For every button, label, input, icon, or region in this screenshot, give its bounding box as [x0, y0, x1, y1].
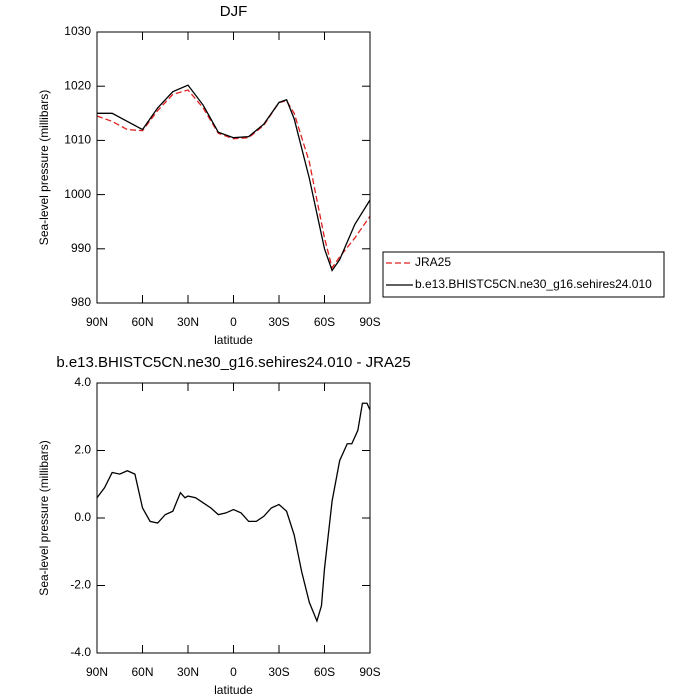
chart-title: b.e13.BHISTC5CN.ne30_g16.sehires24.010 -…	[56, 354, 410, 371]
y-tick-label: 2.0	[74, 443, 91, 457]
x-axis-label: latitude	[214, 683, 253, 697]
x-tick-label: 60N	[131, 665, 153, 679]
y-tick-label: 1020	[64, 78, 91, 92]
data-line	[97, 84, 371, 272]
x-tick-label: 90N	[86, 665, 108, 679]
plot-frame	[96, 382, 371, 654]
y-tick-label: 1010	[64, 133, 91, 147]
x-tick-label: 60S	[314, 665, 335, 679]
y-tick-label: -2.0	[70, 578, 91, 592]
x-tick-label: 30S	[268, 315, 289, 329]
plot-frame	[96, 31, 371, 304]
x-tick-label: 90N	[86, 315, 108, 329]
legend-label: b.e13.BHISTC5CN.ne30_g16.sehires24.010	[415, 277, 652, 291]
x-tick-label: 30N	[177, 665, 199, 679]
x-tick-label: 30S	[268, 665, 289, 679]
y-tick-label: -4.0	[70, 645, 91, 659]
x-axis-label: latitude	[214, 333, 253, 347]
y-tick-label: 0.0	[74, 510, 91, 524]
x-tick-label: 60S	[314, 315, 335, 329]
y-tick-label: 1030	[64, 24, 91, 38]
data-line	[96, 89, 371, 270]
x-tick-label: 60N	[131, 315, 153, 329]
chart-title: DJF	[220, 3, 248, 20]
x-tick-label: 0	[230, 665, 237, 679]
data-line	[96, 402, 371, 623]
x-tick-label: 90S	[359, 315, 380, 329]
y-tick-label: 980	[71, 295, 91, 309]
y-tick-label: 1000	[64, 187, 91, 201]
x-tick-label: 30N	[177, 315, 199, 329]
y-tick-label: 4.0	[74, 375, 91, 389]
y-axis-label: Sea-level pressure (millibars)	[37, 440, 51, 595]
x-tick-label: 0	[230, 315, 237, 329]
legend-label: JRA25	[415, 255, 451, 269]
y-axis-label: Sea-level pressure (millibars)	[37, 90, 51, 245]
y-tick-label: 990	[71, 241, 91, 255]
x-tick-label: 90S	[359, 665, 380, 679]
legend-box	[382, 251, 665, 298]
